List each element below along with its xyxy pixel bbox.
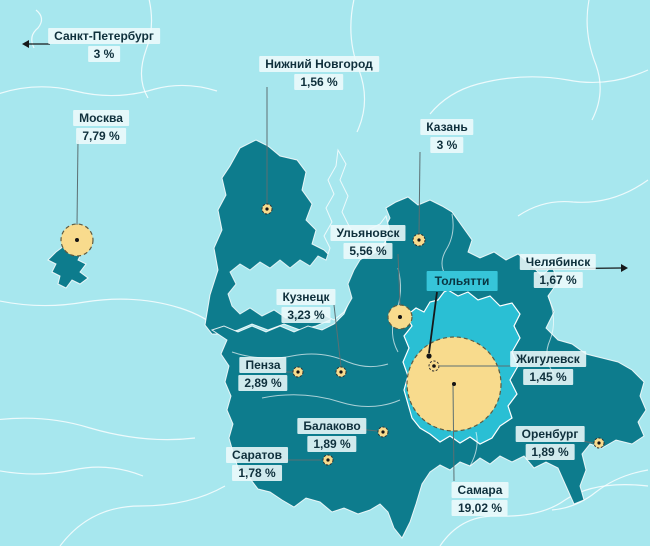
leader-line-moscow xyxy=(76,139,79,226)
city-value: 19,02 % xyxy=(451,500,509,516)
city-marker-dot-kazan xyxy=(417,238,421,242)
offmap-arrow-head-spb xyxy=(22,40,29,48)
offmap-arrow-head-chelyabinsk xyxy=(621,264,628,272)
city-value: 3,23 % xyxy=(281,307,331,323)
city-label-kazan[interactable]: Казань 3 % xyxy=(420,119,474,153)
city-value: 1,56 % xyxy=(294,74,344,90)
city-label-spb[interactable]: Санкт-Петербург 3 % xyxy=(48,28,160,62)
bubble-center-dot-moscow xyxy=(75,238,79,242)
city-label-nn[interactable]: Нижний Новгород 1,56 % xyxy=(259,56,379,90)
city-label-tolyatti[interactable]: Тольятти xyxy=(426,271,498,291)
city-value: 1,45 % xyxy=(523,369,573,385)
city-marker-dot-nn xyxy=(265,207,269,211)
bubble-center-dot-samara xyxy=(452,382,456,386)
city-name: Пенза xyxy=(239,357,287,373)
city-label-orenburg[interactable]: Оренбург 1,89 % xyxy=(515,426,585,460)
leader-line-ulyanovsk xyxy=(397,253,401,306)
city-label-chelyabinsk[interactable]: Челябинск 1,67 % xyxy=(519,254,597,288)
city-name: Казань xyxy=(420,119,474,135)
city-value: 1,89 % xyxy=(307,436,357,452)
city-name: Оренбург xyxy=(515,426,585,442)
city-name: Саратов xyxy=(226,447,288,463)
city-label-saratov[interactable]: Саратов 1,78 % xyxy=(226,447,288,481)
city-label-penza[interactable]: Пенза 2,89 % xyxy=(238,357,288,391)
city-label-samara[interactable]: Самара 19,02 % xyxy=(451,482,509,516)
city-name: Нижний Новгород xyxy=(259,56,379,72)
city-value: 1,89 % xyxy=(525,444,575,460)
city-name: Челябинск xyxy=(519,254,597,270)
city-label-kuznetsk[interactable]: Кузнецк 3,23 % xyxy=(276,289,336,323)
city-label-ulyanovsk[interactable]: Ульяновск 5,56 % xyxy=(330,225,406,259)
city-label-balakovo[interactable]: Балаково 1,89 % xyxy=(297,418,367,452)
city-value: 2,89 % xyxy=(238,375,288,391)
city-name: Кузнецк xyxy=(276,289,336,305)
leader-line-kazan xyxy=(418,151,421,235)
background-wedge xyxy=(227,148,391,321)
city-value: 3 % xyxy=(87,46,121,62)
city-label-zhigulevsk[interactable]: Жигулевск 1,45 % xyxy=(510,351,586,385)
city-marker-dot-balakovo xyxy=(381,430,385,434)
city-value: 5,56 % xyxy=(343,243,393,259)
city-value: 1,67 % xyxy=(533,272,583,288)
city-marker-dot-penza xyxy=(296,370,300,374)
city-value: 1,78 % xyxy=(232,465,282,481)
city-name: Ульяновск xyxy=(330,225,406,241)
markers-layer xyxy=(75,203,605,466)
city-name: Жигулевск xyxy=(510,351,586,367)
city-marker-zhigulevsk[interactable] xyxy=(428,360,440,372)
city-marker-dot-orenburg xyxy=(597,441,601,445)
city-label-moscow[interactable]: Москва 7,79 % xyxy=(73,110,129,144)
leader-line-tolyatti xyxy=(428,291,438,354)
city-name: Москва xyxy=(73,110,129,126)
city-marker-tolyatti[interactable] xyxy=(426,353,432,359)
leader-line-samara xyxy=(452,383,455,482)
bubble-center-dot-ulyanovsk xyxy=(398,315,402,319)
city-marker-dot-saratov xyxy=(326,458,330,462)
city-marker-dot-zhigulevsk xyxy=(432,364,436,368)
city-value: 7,79 % xyxy=(76,128,126,144)
leader-lines-layer xyxy=(22,40,628,482)
leader-line-kuznetsk xyxy=(333,304,342,368)
city-marker-dot-kuznetsk xyxy=(339,370,343,374)
city-name: Балаково xyxy=(297,418,367,434)
city-name: Санкт-Петербург xyxy=(48,28,160,44)
city-value: 3 % xyxy=(430,137,464,153)
city-name: Тольятти xyxy=(426,271,498,291)
city-name: Самара xyxy=(451,482,509,498)
